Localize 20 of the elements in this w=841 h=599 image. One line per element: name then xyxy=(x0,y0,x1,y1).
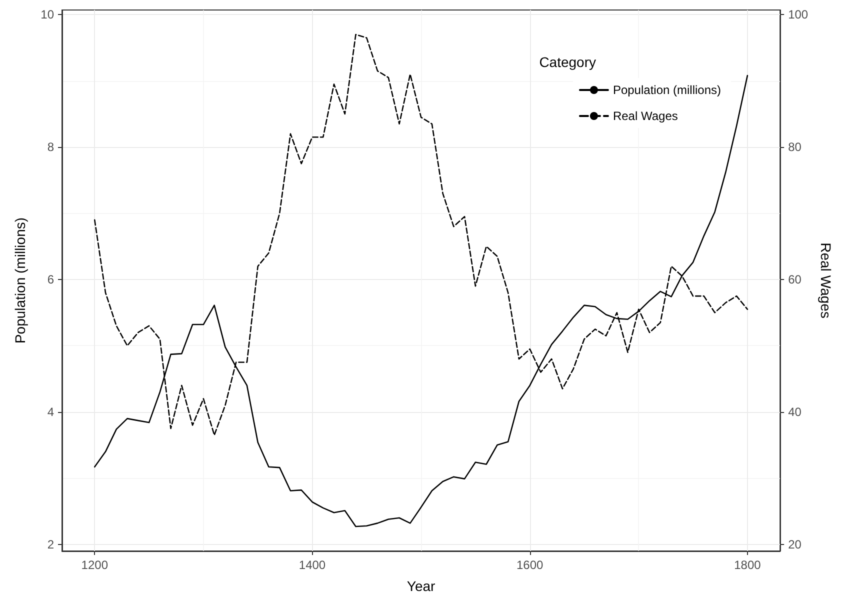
y-tick-label: 4 xyxy=(47,404,54,419)
y-axis-title: Population (millions) xyxy=(12,217,28,344)
legend-label: Population (millions) xyxy=(612,83,722,97)
y-tick-label: 2 xyxy=(47,537,54,552)
y-tick-label: 6 xyxy=(47,272,54,287)
y2-tick-label: 60 xyxy=(788,272,802,287)
y-tick-label: 10 xyxy=(40,8,54,22)
legend-label: Real Wages xyxy=(612,109,678,123)
legend-title: Category xyxy=(539,54,596,70)
y2-tick-label: 100 xyxy=(788,8,808,22)
y2-tick-label: 80 xyxy=(788,140,802,154)
y2-tick-label: 20 xyxy=(788,537,802,552)
x-tick-label: 1400 xyxy=(298,558,326,572)
x-tick-label: 1200 xyxy=(81,558,108,572)
y2-tick-label: 40 xyxy=(788,404,802,419)
x-tick-label: 1800 xyxy=(734,558,762,572)
y2-axis-title: Real Wages xyxy=(818,242,834,318)
x-axis-title: Year xyxy=(406,578,436,594)
y-tick-label: 8 xyxy=(47,140,54,154)
x-tick-label: 1600 xyxy=(516,558,544,572)
